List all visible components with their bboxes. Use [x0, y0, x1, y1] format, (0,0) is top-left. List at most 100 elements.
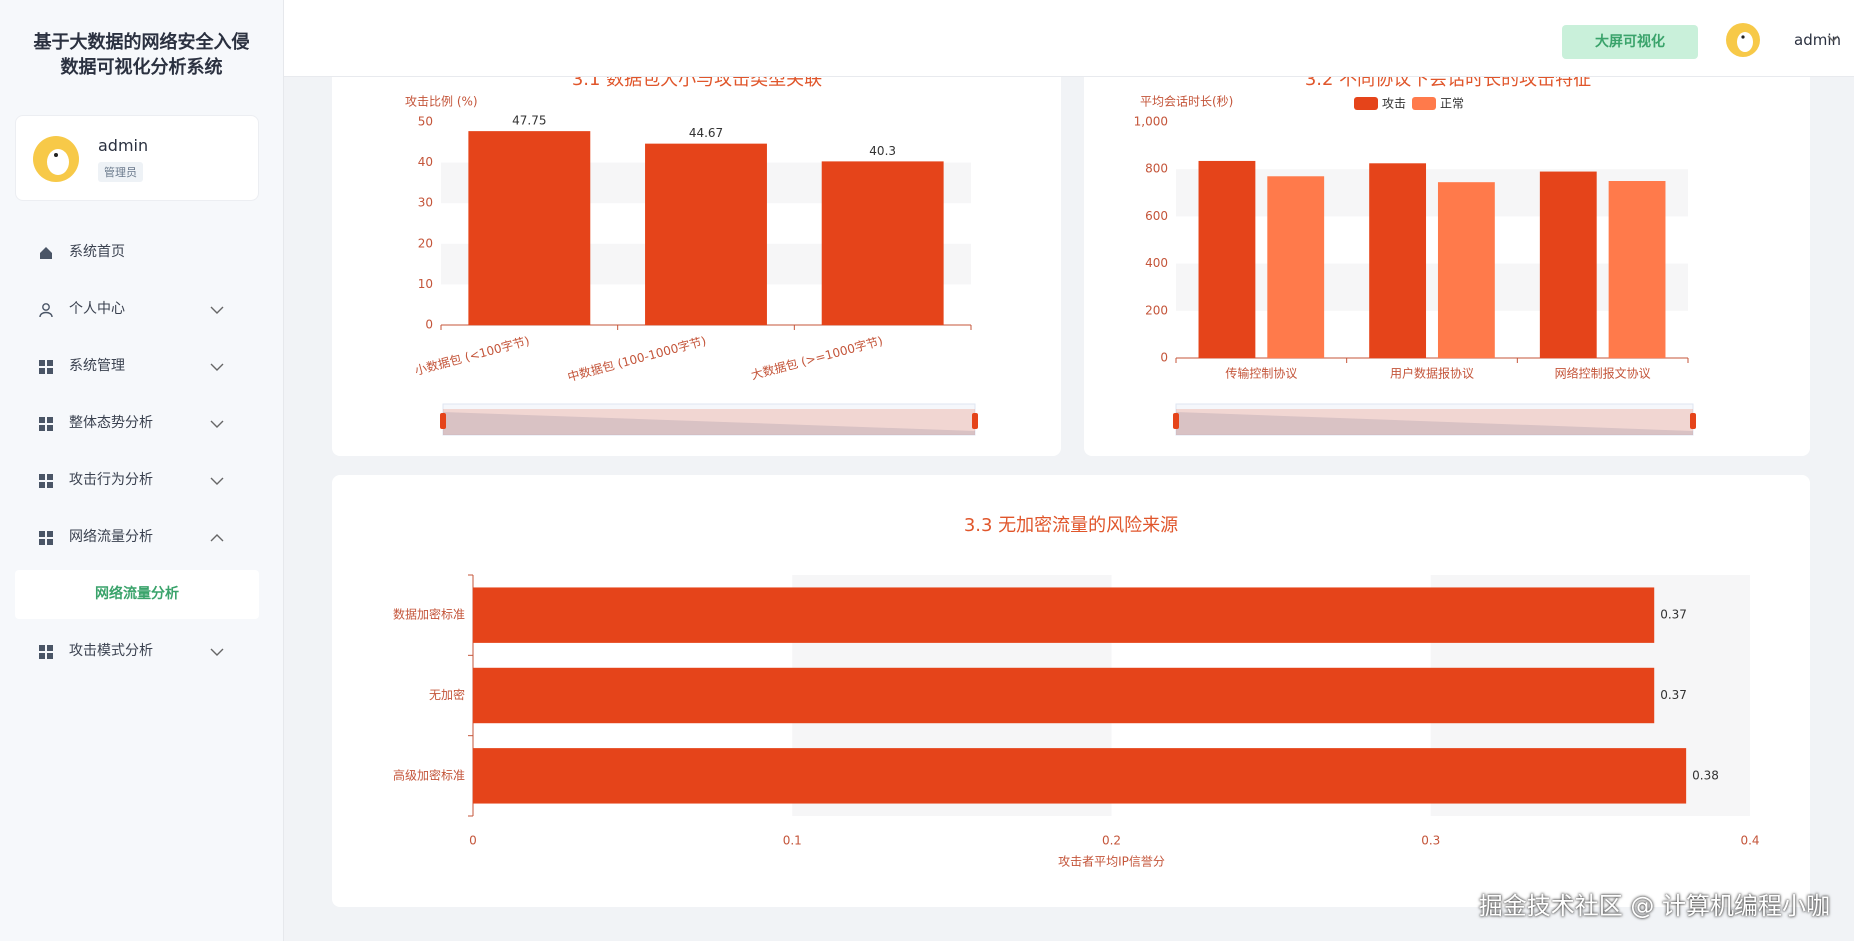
- submenu-item[interactable]: 网络流量分析: [0, 566, 283, 623]
- zoom-track: [442, 403, 976, 436]
- menu-item[interactable]: 系统管理: [0, 338, 283, 395]
- legend-swatch: [1354, 97, 1378, 110]
- chart-title: 3.3 无加密流量的风险来源: [964, 515, 1178, 536]
- zoom-selection: [1176, 409, 1693, 435]
- y-axis-name: 攻击比例 (%): [405, 95, 478, 109]
- icon: [39, 360, 53, 374]
- y-tick-label: 高级加密标准: [393, 767, 465, 782]
- menu-label: 攻击行为分析: [69, 472, 153, 488]
- zoom-shadow: [1176, 412, 1693, 435]
- y-tick-label: 20: [418, 236, 433, 250]
- y-tick-label: 无加密: [429, 687, 465, 702]
- chevron: [210, 363, 224, 371]
- menu-item[interactable]: 整体态势分析: [0, 395, 283, 452]
- menu: 系统首页 个人中心 系统管理 整体态势分析 攻击行为分析 网络流量分析 网络流量分析 攻击模式…: [0, 224, 283, 680]
- x-axis-name: 攻击者平均IP信誉分: [1058, 855, 1165, 869]
- menu-label: 个人中心: [69, 301, 125, 317]
- bar: [1437, 182, 1495, 358]
- watermark: 掘金技术社区 @ 计算机编程小咖: [1478, 892, 1830, 920]
- legend-swatch: [1412, 97, 1436, 110]
- top-bar: 大屏可视化 admin: [284, 0, 1854, 77]
- avatar: [33, 136, 79, 182]
- y-tick-label: 0: [425, 318, 433, 332]
- y-tick-label: 400: [1145, 256, 1168, 270]
- x-tick-label: 用户数据报协议: [1390, 366, 1474, 381]
- x-tick-label: 0.2: [1102, 834, 1121, 848]
- bar: [468, 131, 591, 325]
- zoom-handle: [1690, 413, 1696, 429]
- data-label: 0.38: [1692, 768, 1719, 782]
- split-area: [1176, 169, 1688, 217]
- x-tick-label: 网络控制报文协议: [1555, 366, 1651, 381]
- data-label: 44.67: [689, 126, 723, 140]
- menu-item[interactable]: 网络流量分析: [0, 509, 283, 566]
- y-tick-label: 800: [1145, 162, 1168, 176]
- x-tick-label: 0.4: [1740, 834, 1759, 848]
- x-tick-label: 0.3: [1421, 834, 1440, 848]
- menu-label: 系统首页: [69, 244, 125, 260]
- zoom-track: [1175, 403, 1694, 436]
- bar: [1267, 176, 1325, 358]
- y-tick-label: 600: [1145, 209, 1168, 223]
- x-tick-label: 传输控制协议: [1225, 366, 1297, 381]
- bar: [821, 161, 944, 325]
- button-label: 大屏可视化: [1595, 34, 1665, 50]
- user-name: admin: [98, 136, 149, 155]
- split-area: [1176, 263, 1688, 311]
- title-line: 基于大数据的网络安全入侵: [33, 32, 250, 53]
- icon: [39, 531, 53, 545]
- legend-label: 攻击: [1382, 97, 1406, 111]
- data-label: 47.75: [512, 114, 546, 128]
- x-tick-label: 0.1: [783, 834, 802, 848]
- y-tick-label: 200: [1145, 303, 1168, 317]
- app-title: 基于大数据的网络安全入侵 数据可视化分析系统: [0, 30, 283, 80]
- menu-item[interactable]: 系统首页: [0, 224, 283, 281]
- y-tick-label: 数据加密标准: [393, 607, 465, 622]
- bar: [1369, 163, 1427, 358]
- legend-label: 正常: [1440, 97, 1464, 111]
- bar: [1608, 181, 1666, 358]
- menu-label: 网络流量分析: [69, 529, 153, 545]
- big-screen-button[interactable]: 大屏可视化: [1562, 25, 1698, 59]
- y-tick-label: 30: [418, 196, 433, 210]
- icon: [39, 474, 53, 488]
- submenu-label: 网络流量分析: [95, 586, 179, 602]
- bar: [473, 587, 1655, 643]
- title-line: 数据可视化分析系统: [60, 57, 223, 78]
- x-tick-label: 0: [469, 834, 477, 848]
- bar: [645, 143, 767, 325]
- user-card: admin 管理员: [15, 115, 259, 201]
- bar: [1198, 160, 1256, 358]
- y-tick-label: 40: [418, 155, 433, 169]
- bar: [473, 748, 1687, 804]
- bar: [473, 667, 1655, 724]
- active-bg: [15, 570, 259, 619]
- menu-item[interactable]: 攻击模式分析: [0, 623, 283, 680]
- icon: [40, 247, 52, 259]
- y-tick-label: 0: [1160, 351, 1168, 365]
- chevron: [210, 420, 224, 428]
- menu-item[interactable]: 攻击行为分析: [0, 452, 283, 509]
- chevron: [210, 534, 224, 542]
- user-name[interactable]: admin: [1794, 31, 1841, 49]
- y-tick-label: 50: [418, 115, 433, 129]
- data-label: 40.3: [869, 144, 896, 158]
- menu-label: 攻击模式分析: [69, 643, 153, 659]
- sidebar: 基于大数据的网络安全入侵 数据可视化分析系统 admin 管理员 系统首页个人中…: [0, 0, 284, 941]
- icon: [39, 417, 53, 431]
- avatar[interactable]: [1725, 22, 1761, 58]
- data-label: 0.37: [1660, 688, 1687, 702]
- zoom-shadow: [443, 412, 975, 435]
- zoom-selection: [443, 409, 975, 435]
- zoom-handle: [440, 413, 446, 429]
- user-role: 管理员: [98, 162, 143, 182]
- zoom-handle: [1173, 413, 1179, 429]
- chevron: [210, 648, 224, 656]
- menu-label: 系统管理: [69, 358, 125, 374]
- zoom-handle: [972, 413, 978, 429]
- menu-item[interactable]: 个人中心: [0, 281, 283, 338]
- y-tick-label: 10: [418, 277, 433, 291]
